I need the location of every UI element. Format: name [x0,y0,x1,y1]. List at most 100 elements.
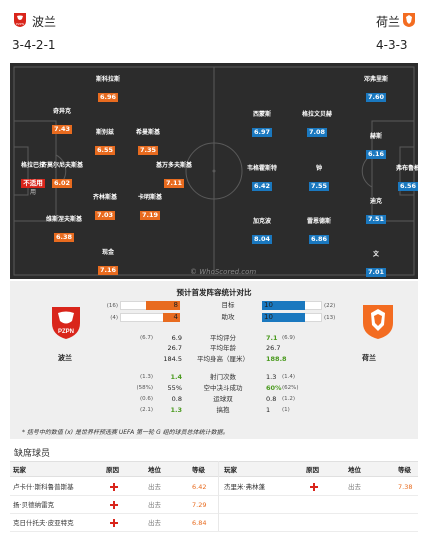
stat-label: 平均评分 [210,334,236,342]
home-team-name[interactable]: 波兰 [32,15,57,29]
away-player-goalkeeper[interactable]: 弗布鲁根 6.56 [385,165,418,192]
stat-label: 运球双 [213,395,233,403]
away-player[interactable]: 邓弗里斯 7.60 [353,76,399,103]
away-player[interactable]: 文 7.01 [353,251,399,278]
away-formation: 4-3-3 [376,38,408,52]
away-team-label[interactable]: 荷兰 [362,354,376,362]
netherlands-logo-icon [363,305,393,339]
comparison-stat-row: (0.6) 0.8 运球双 0.8 (1.2) [10,394,418,404]
player-name: 韦格霍斯特 [246,165,277,172]
away-player[interactable]: 加克波 8.04 [239,218,285,245]
player-rating: 7.01 [365,268,387,277]
away-group-stat: (1) [282,407,290,413]
header-reason[interactable]: 原因 [306,466,319,474]
player-rating: 6.16 [365,150,387,159]
missing-players-title: 缺席球员 [14,449,51,459]
home-player[interactable]: 齐林斯基 7.03 [82,194,128,221]
player-rating: 7.16 [97,266,119,275]
player-rating: 6.55 [94,146,116,155]
stat-label: 平均身高（厘米） [197,355,249,363]
home-player[interactable]: 斯别兹 6.55 [82,129,128,156]
bar-label: 目标 [221,301,235,309]
player-rating: 6.42 [251,182,273,191]
missing-player-position: 出去 [148,519,161,527]
header-reason[interactable]: 原因 [106,466,119,474]
missing-player-name[interactable]: 杰里米·弗林蓬 [224,483,266,491]
player-rating: 6.97 [251,128,273,137]
player-name: 雷恩德斯 [306,218,331,225]
comparison-stat-row: 26.7 平均年龄 26.7 [10,343,418,353]
player-rating: 7.11 [163,179,185,188]
home-player[interactable]: 希曼斯基 7.35 [125,129,171,156]
away-player[interactable]: 韦格霍斯特 6.42 [239,165,285,192]
header-player[interactable]: 玩家 [224,466,237,474]
home-group-stat: (4) [110,315,118,321]
home-group-stat: (2.1) [139,407,153,413]
away-group-stat: (13) [324,315,336,321]
player-rating: 6.02 [51,179,73,188]
header-position[interactable]: 地位 [348,466,361,474]
player-name: 卡明斯基 [137,194,162,201]
player-name: 齐莫尔尼夫斯基 [40,162,83,169]
home-player-goalkeeper[interactable]: 格拉巴拉 不适用 用 [10,162,56,197]
header-player[interactable]: 玩家 [13,466,26,474]
home-player[interactable]: 卡明斯基 7.19 [127,194,173,221]
away-player[interactable]: 西蒙斯 6.97 [239,111,285,138]
missing-player-name[interactable]: 扬·贝德纳雷克 [13,501,55,509]
away-stat-value: 188.8 [266,355,287,363]
missing-player-position: 出去 [148,501,161,509]
away-bar-fill [262,313,305,322]
away-player[interactable]: 雷恩德斯 6.86 [296,218,342,245]
header-rating[interactable]: 等级 [398,466,411,474]
away-player[interactable]: 迪克 7.51 [353,198,399,225]
home-player[interactable]: 维斯涅夫斯基 6.38 [41,216,87,243]
player-name: 文 [372,251,379,258]
player-name: 斯科拉斯 [95,76,120,83]
player-rating: 8.04 [251,235,273,244]
away-team-name[interactable]: 荷兰 [376,15,401,29]
away-player[interactable]: 赫斯 6.16 [353,133,399,160]
player-name: 加克波 [252,218,271,225]
bar-label: 助攻 [221,313,235,321]
player-name: 格拉文贝赫 [301,111,332,118]
player-rating: 7.51 [365,215,387,224]
header-rating[interactable]: 等级 [192,466,205,474]
home-player[interactable]: 斯科拉斯 6.96 [85,76,131,103]
away-player[interactable]: 格拉文贝赫 7.08 [294,111,340,138]
player-rating: 7.60 [365,93,387,102]
stat-label: 平均年龄 [210,344,236,352]
away-player[interactable]: 钟 7.55 [296,165,342,192]
missing-player-name[interactable]: 克日什托夫·皮亚特克 [13,519,74,527]
away-stat-value: 1.3 [266,373,277,381]
away-stat-value: 60% [266,384,282,392]
comparison-stat-row: 184.5 平均身高（厘米） 188.8 [10,354,418,364]
poland-crest-icon: PZPN [14,13,26,27]
injury-icon [310,483,318,491]
home-stat-value: 184.5 [163,355,182,363]
home-bar-fill [163,313,180,322]
player-name: 齐林斯基 [92,194,117,201]
stat-label: 射门次数 [210,373,236,381]
home-player[interactable]: 齐莫尔尼夫斯基 6.02 [39,162,85,189]
home-team-label[interactable]: 波兰 [58,354,72,362]
player-rating: 6.38 [53,233,75,242]
table-row: 卢卡什·斯科鲁普斯基 出去 6.42 杰里米·弗林蓬 出去 7.38 [10,478,418,496]
player-rating: 6.86 [308,235,330,244]
player-rating: 7.08 [306,128,328,137]
match-header: PZPN 波兰 3-4-2-1 荷兰 4-3-3 [0,0,428,62]
home-player[interactable]: 奇异克 7.43 [39,108,85,135]
stat-label: 搞抱 [216,406,230,414]
missing-player-name[interactable]: 卢卡什·斯科鲁普斯基 [13,483,74,491]
svg-text:PZPN: PZPN [16,22,24,26]
player-name: 奇异克 [52,108,71,115]
player-name: 现金 [101,249,114,256]
away-group-stat: (62%) [282,385,299,391]
header-position[interactable]: 地位 [148,466,161,474]
missing-player-position: 出去 [348,483,361,491]
home-stat-value: 1.3 [170,406,182,414]
missing-player-rating: 6.42 [192,483,207,491]
home-player[interactable]: 基万多夫斯基 7.11 [151,162,197,189]
home-player[interactable]: 现金 7.16 [85,249,131,276]
poland-logo-icon: PZPN [52,307,80,339]
player-name: 西蒙斯 [252,111,271,118]
